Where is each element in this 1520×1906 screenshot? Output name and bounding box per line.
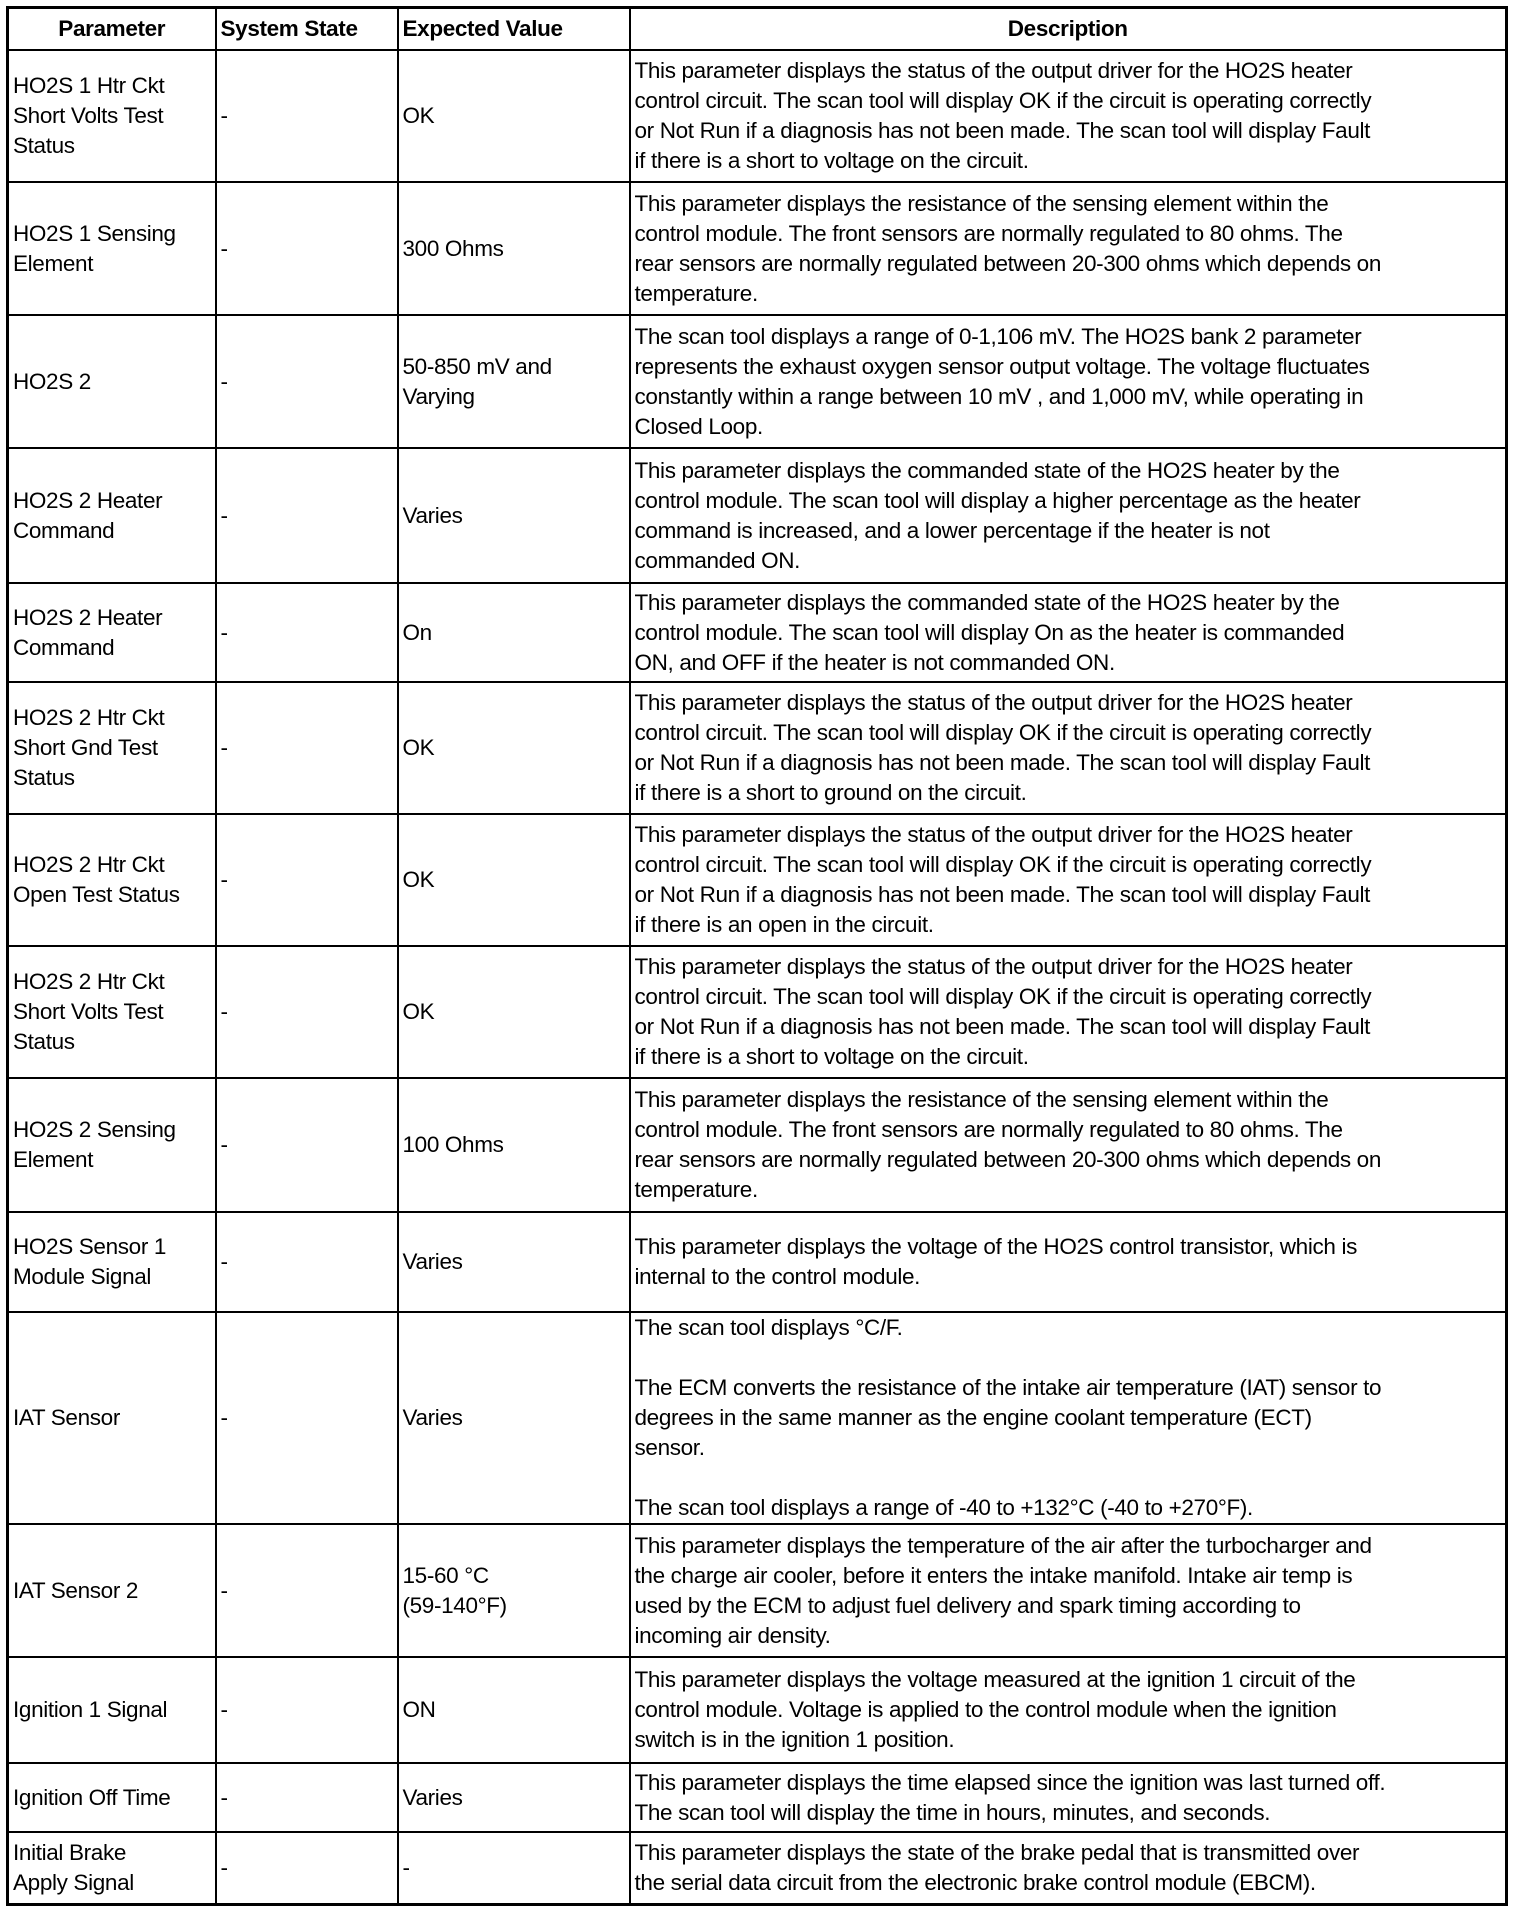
parameter-cell: HO2S 2 Sensing Element [6, 1077, 217, 1213]
parameter-cell: HO2S 1 Htr Ckt Short Volts Test Status [6, 49, 217, 183]
table-row: HO2S 2 Htr Ckt Short Gnd Test Status - OK T… [6, 681, 1508, 815]
expected-value-cell: 300 Ohms [396, 181, 631, 316]
description-cell: This parameter displays the voltage of t… [628, 1211, 1508, 1313]
expected-value-cell: Varies [396, 1311, 631, 1525]
system-state-cell: - [214, 1211, 399, 1313]
header-parameter: Parameter [6, 6, 217, 51]
description-cell: This parameter displays the state of the… [628, 1831, 1508, 1905]
expected-value-cell: OK [396, 813, 631, 947]
description-cell: This parameter displays the status of th… [628, 813, 1508, 947]
table-row: HO2S 1 Htr Ckt Short Volts Test Status - O… [6, 49, 1508, 183]
parameter-cell: HO2S 2 Heater Command [6, 582, 217, 683]
header-row: Parameter System State Expected Value De… [6, 6, 1508, 51]
system-state-cell: - [214, 681, 399, 815]
expected-value-cell: Varies [396, 1211, 631, 1313]
system-state-cell: - [214, 1311, 399, 1525]
table-row: HO2S 2 Heater Command - On This parameter d… [6, 582, 1508, 683]
table-row: HO2S 2 Htr Ckt Short Volts Test Status - O… [6, 945, 1508, 1079]
expected-value-cell: OK [396, 681, 631, 815]
expected-value-cell: 50-850 mV and Varying [396, 314, 631, 449]
system-state-cell: - [214, 1077, 399, 1213]
header-description: Description [628, 6, 1508, 51]
parameter-cell: HO2S 2 Htr Ckt Open Test Status [6, 813, 217, 947]
system-state-cell: - [214, 945, 399, 1079]
system-state-cell: - [214, 1656, 399, 1764]
expected-value-cell: On [396, 582, 631, 683]
description-cell: This parameter displays the temperature … [628, 1523, 1508, 1658]
expected-value-cell: - [396, 1831, 631, 1905]
expected-value-cell: 100 Ohms [396, 1077, 631, 1213]
parameter-cell: HO2S 2 [6, 314, 217, 449]
parameter-cell: HO2S 2 Heater Command [6, 447, 217, 584]
description-cell: This parameter displays the commanded st… [628, 447, 1508, 584]
parameter-cell: HO2S 1 Sensing Element [6, 181, 217, 316]
system-state-cell: - [214, 582, 399, 683]
description-cell: The scan tool displays a range of 0-1,10… [628, 314, 1508, 449]
parameter-cell: Ignition 1 Signal [6, 1656, 217, 1764]
system-state-cell: - [214, 813, 399, 947]
parameter-cell: Initial Brake Apply Signal [6, 1831, 217, 1905]
system-state-cell: - [214, 1762, 399, 1833]
table-row: IAT Sensor - Varies The scan tool displays … [6, 1311, 1508, 1525]
expected-value-cell: OK [396, 49, 631, 183]
header-expected-value: Expected Value [396, 6, 631, 51]
system-state-cell: - [214, 1831, 399, 1905]
expected-value-cell: 15-60 °C (59-140°F) [396, 1523, 631, 1658]
parameter-cell: HO2S 2 Htr Ckt Short Gnd Test Status [6, 681, 217, 815]
system-state-cell: - [214, 1523, 399, 1658]
header-system-state: System State [214, 6, 399, 51]
expected-value-cell: Varies [396, 1762, 631, 1833]
parameter-cell: IAT Sensor 2 [6, 1523, 217, 1658]
table-row: HO2S 2 Htr Ckt Open Test Status - OK This p… [6, 813, 1508, 947]
description-cell: This parameter displays the resistance o… [628, 1077, 1508, 1213]
system-state-cell: - [214, 314, 399, 449]
description-cell: This parameter displays the time elapsed… [628, 1762, 1508, 1833]
table-row: IAT Sensor 2-15-60 °C (59-140°F) This par… [6, 1523, 1508, 1658]
expected-value-cell: OK [396, 945, 631, 1079]
description-cell: This parameter displays the commanded st… [628, 582, 1508, 683]
parameter-cell: Ignition Off Time [6, 1762, 217, 1833]
system-state-cell: - [214, 447, 399, 584]
table-row: HO2S Sensor 1 Module Signal - Varies This p… [6, 1211, 1508, 1313]
table-row: Initial Brake Apply Signal - - This paramet… [6, 1831, 1508, 1905]
parameter-cell: IAT Sensor [6, 1311, 217, 1525]
expected-value-cell: Varies [396, 447, 631, 584]
table-row: HO2S 2-50-850 mV and Varying The scan too… [6, 314, 1508, 449]
description-cell: The scan tool displays °C/F. The ECM con… [628, 1311, 1508, 1525]
parameter-cell: HO2S 2 Htr Ckt Short Volts Test Status [6, 945, 217, 1079]
table-row: Ignition Off Time - Varies This parameter d… [6, 1762, 1508, 1833]
description-cell: This parameter displays the status of th… [628, 49, 1508, 183]
expected-value-cell: ON [396, 1656, 631, 1764]
table-row: HO2S 1 Sensing Element -300 Ohms This para… [6, 181, 1508, 316]
system-state-cell: - [214, 49, 399, 183]
table-row: HO2S 2 Heater Command - Varies This paramet… [6, 447, 1508, 584]
description-cell: This parameter displays the voltage meas… [628, 1656, 1508, 1764]
system-state-cell: - [214, 181, 399, 316]
parameter-cell: HO2S Sensor 1 Module Signal [6, 1211, 217, 1313]
description-cell: This parameter displays the status of th… [628, 945, 1508, 1079]
description-cell: This parameter displays the status of th… [628, 681, 1508, 815]
parameter-table: Parameter System State Expected Value De… [6, 6, 1508, 1906]
table-row: HO2S 2 Sensing Element -100 Ohms This para… [6, 1077, 1508, 1213]
description-cell: This parameter displays the resistance o… [628, 181, 1508, 316]
table-row: Ignition 1 Signal - ON This parameter displ… [6, 1656, 1508, 1764]
